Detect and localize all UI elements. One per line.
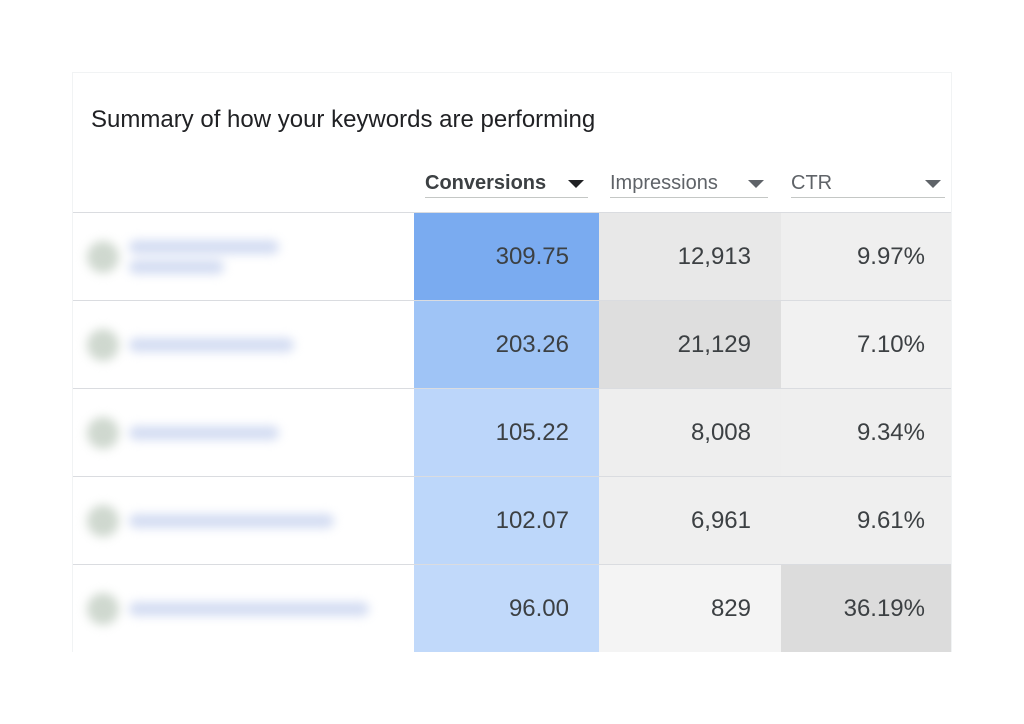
ctr-column-header[interactable]: CTR [791, 170, 945, 198]
card-title: Summary of how your keywords are perform… [91, 106, 596, 133]
blurred-keyword [87, 592, 369, 625]
impressions-cell: 21,129 [599, 301, 781, 388]
keyword-avatar [87, 416, 119, 449]
keyword-cell-redacted [73, 565, 414, 652]
keyword-table: 309.75 12,913 9.97% 203.26 21,129 7.10% [73, 212, 951, 652]
ctr-cell: 36.19% [781, 565, 951, 652]
ctr-cell: 7.10% [781, 301, 951, 388]
keyword-avatar [87, 504, 119, 537]
table-row[interactable]: 102.07 6,961 9.61% [73, 476, 951, 564]
impressions-cell: 6,961 [599, 477, 781, 564]
table-row[interactable]: 309.75 12,913 9.97% [73, 212, 951, 300]
conversions-column-header[interactable]: Conversions [425, 170, 588, 198]
blurred-keyword [87, 239, 279, 274]
table-row[interactable]: 105.22 8,008 9.34% [73, 388, 951, 476]
ctr-cell: 9.34% [781, 389, 951, 476]
conversions-cell: 102.07 [414, 477, 599, 564]
impressions-cell: 8,008 [599, 389, 781, 476]
blurred-keyword [87, 416, 279, 449]
table-row[interactable]: 96.00 829 36.19% [73, 564, 951, 652]
impressions-header-label: Impressions [610, 172, 718, 194]
keyword-cell-redacted [73, 301, 414, 388]
impressions-cell: 829 [599, 565, 781, 652]
sort-caret-icon [568, 179, 584, 188]
conversions-cell: 309.75 [414, 213, 599, 300]
keyword-cell-redacted [73, 477, 414, 564]
impressions-cell: 12,913 [599, 213, 781, 300]
table-row[interactable]: 203.26 21,129 7.10% [73, 300, 951, 388]
keyword-cell-redacted [73, 389, 414, 476]
keyword-summary-card: Summary of how your keywords are perform… [72, 72, 952, 652]
conversions-cell: 96.00 [414, 565, 599, 652]
keyword-cell-redacted [73, 213, 414, 300]
keyword-avatar [87, 240, 119, 273]
blurred-keyword [87, 328, 294, 361]
ctr-cell: 9.61% [781, 477, 951, 564]
ctr-header-label: CTR [791, 172, 833, 194]
ctr-cell: 9.97% [781, 213, 951, 300]
conversions-cell: 105.22 [414, 389, 599, 476]
conversions-cell: 203.26 [414, 301, 599, 388]
keyword-avatar [87, 328, 119, 361]
keyword-avatar [87, 592, 119, 625]
dropdown-caret-icon [925, 179, 941, 188]
blurred-keyword [87, 504, 334, 537]
conversions-header-label: Conversions [425, 172, 547, 194]
dropdown-caret-icon [748, 179, 764, 188]
impressions-column-header[interactable]: Impressions [610, 170, 768, 198]
